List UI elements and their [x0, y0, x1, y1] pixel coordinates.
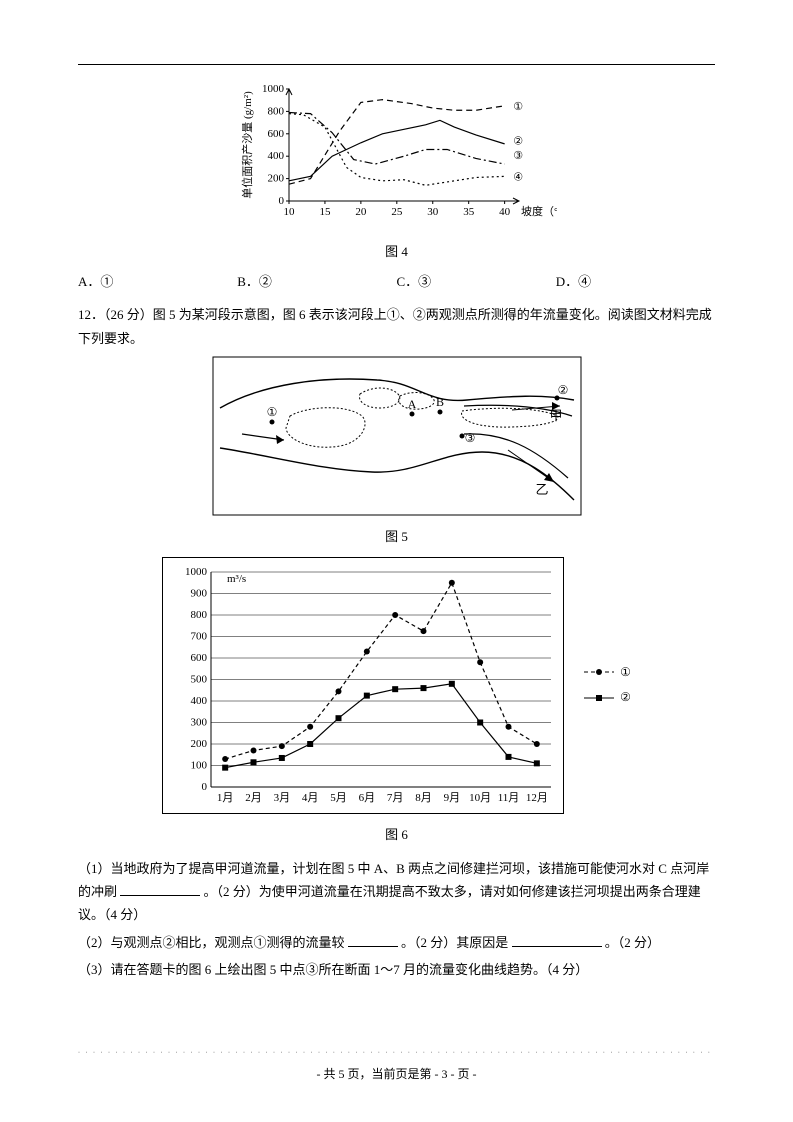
svg-text:②: ② [513, 136, 523, 148]
svg-text:单位面积产沙量 (g/m²): 单位面积产沙量 (g/m²) [240, 91, 254, 199]
svg-text:7月: 7月 [387, 792, 404, 804]
svg-text:1月: 1月 [217, 792, 234, 804]
svg-text:③: ③ [464, 431, 475, 445]
svg-text:100: 100 [191, 759, 208, 771]
legend-item-1: ① [584, 662, 631, 684]
svg-text:40: 40 [499, 206, 511, 218]
svg-text:35: 35 [463, 206, 475, 218]
q12-sub3: （3）请在答题卡的图 6 上绘出图 5 中点③所在断面 1～7 月的流量变化曲线… [78, 958, 715, 981]
svg-text:6月: 6月 [359, 792, 376, 804]
figure-6: 0 100 200 300 400 500 600 700 800 900 1000 1月 2月 3月 4月… [78, 557, 715, 847]
svg-text:10: 10 [283, 206, 295, 218]
top-rule [78, 64, 715, 65]
svg-text:600: 600 [191, 652, 208, 664]
q12-sub2: （2）与观测点②相比，观测点①测得的流量较 。（2 分）其原因是 。（2 分） [78, 931, 715, 954]
q12-sub2-b: 。（2 分）其原因是 [401, 935, 508, 950]
legend-label-2: ② [620, 687, 631, 709]
svg-text:1000: 1000 [185, 566, 208, 578]
svg-text:12月: 12月 [526, 792, 548, 804]
svg-text:30: 30 [427, 206, 439, 218]
svg-text:5月: 5月 [330, 792, 347, 804]
figure-4: 0200400600800100010152025303540单位面积产沙量 (… [78, 81, 715, 264]
svg-text:1000: 1000 [262, 83, 285, 95]
figure-6-svg: 0 100 200 300 400 500 600 700 800 900 1000 1月 2月 3月 4月… [162, 557, 564, 814]
blank-1 [120, 883, 200, 896]
q12-sub2-a: （2）与观测点②相比，观测点①测得的流量较 [78, 935, 345, 950]
option-c: C．③ [397, 270, 556, 293]
svg-text:700: 700 [191, 630, 208, 642]
svg-text:④: ④ [513, 171, 523, 183]
footer-text: - 共 5 页，当前页是第 - 3 - 页 - [78, 1064, 715, 1086]
option-d: D．④ [556, 270, 715, 293]
legend-label-1: ① [620, 662, 631, 684]
svg-text:500: 500 [191, 673, 208, 685]
svg-text:乙: 乙 [535, 482, 548, 497]
svg-text:甲: 甲 [549, 408, 562, 423]
svg-text:10月: 10月 [469, 792, 491, 804]
svg-text:①: ① [266, 405, 277, 419]
svg-text:2月: 2月 [245, 792, 262, 804]
svg-text:8月: 8月 [415, 792, 432, 804]
blank-3 [512, 934, 602, 947]
svg-text:11月: 11月 [498, 792, 520, 804]
svg-text:4月: 4月 [302, 792, 319, 804]
q12-stem: 12．（26 分）图 5 为某河段示意图，图 6 表示该河段上①、②两观测点所测… [78, 303, 715, 350]
svg-text:坡度（°）: 坡度（°） [521, 204, 557, 218]
options-row: A．① B．② C．③ D．④ [78, 270, 715, 293]
option-a: A．① [78, 270, 237, 293]
blank-2 [348, 934, 398, 947]
svg-text:400: 400 [191, 695, 208, 707]
svg-text:B: B [435, 395, 443, 409]
svg-text:600: 600 [267, 128, 284, 140]
figure-5-caption: 图 5 [78, 525, 715, 548]
svg-text:9月: 9月 [444, 792, 461, 804]
page-footer: · · · · · · · · · · · · · · · · · · · · … [78, 1048, 715, 1086]
svg-text:A: A [407, 397, 416, 411]
svg-text:③: ③ [513, 150, 523, 162]
option-b: B．② [237, 270, 396, 293]
svg-text:0: 0 [202, 781, 208, 793]
svg-text:200: 200 [191, 738, 208, 750]
figure-4-svg: 0200400600800100010152025303540单位面积产沙量 (… [237, 81, 557, 231]
svg-text:200: 200 [267, 173, 284, 185]
figure-5: ① A B ③ ② 甲乙 图 5 [78, 356, 715, 549]
svg-text:15: 15 [319, 206, 331, 218]
figure-4-caption: 图 4 [78, 240, 715, 263]
svg-text:300: 300 [191, 716, 208, 728]
legend-item-2: ② [584, 687, 631, 709]
figure-6-caption: 图 6 [78, 823, 715, 846]
svg-text:m³/s: m³/s [227, 573, 246, 585]
figure-5-svg: ① A B ③ ② 甲乙 [212, 356, 582, 516]
svg-text:400: 400 [267, 150, 284, 162]
q12-sub1: （1）当地政府为了提高甲河道流量，计划在图 5 中 A、B 两点之间修建拦河坝，… [78, 857, 715, 927]
svg-text:800: 800 [191, 609, 208, 621]
footer-dots: · · · · · · · · · · · · · · · · · · · · … [78, 1048, 715, 1059]
svg-text:800: 800 [267, 105, 284, 117]
svg-text:3月: 3月 [274, 792, 291, 804]
svg-text:②: ② [557, 383, 568, 397]
svg-text:900: 900 [191, 587, 208, 599]
q12-sub2-c: 。（2 分） [605, 935, 660, 950]
svg-text:25: 25 [391, 206, 403, 218]
svg-text:①: ① [513, 101, 523, 113]
svg-text:20: 20 [355, 206, 367, 218]
